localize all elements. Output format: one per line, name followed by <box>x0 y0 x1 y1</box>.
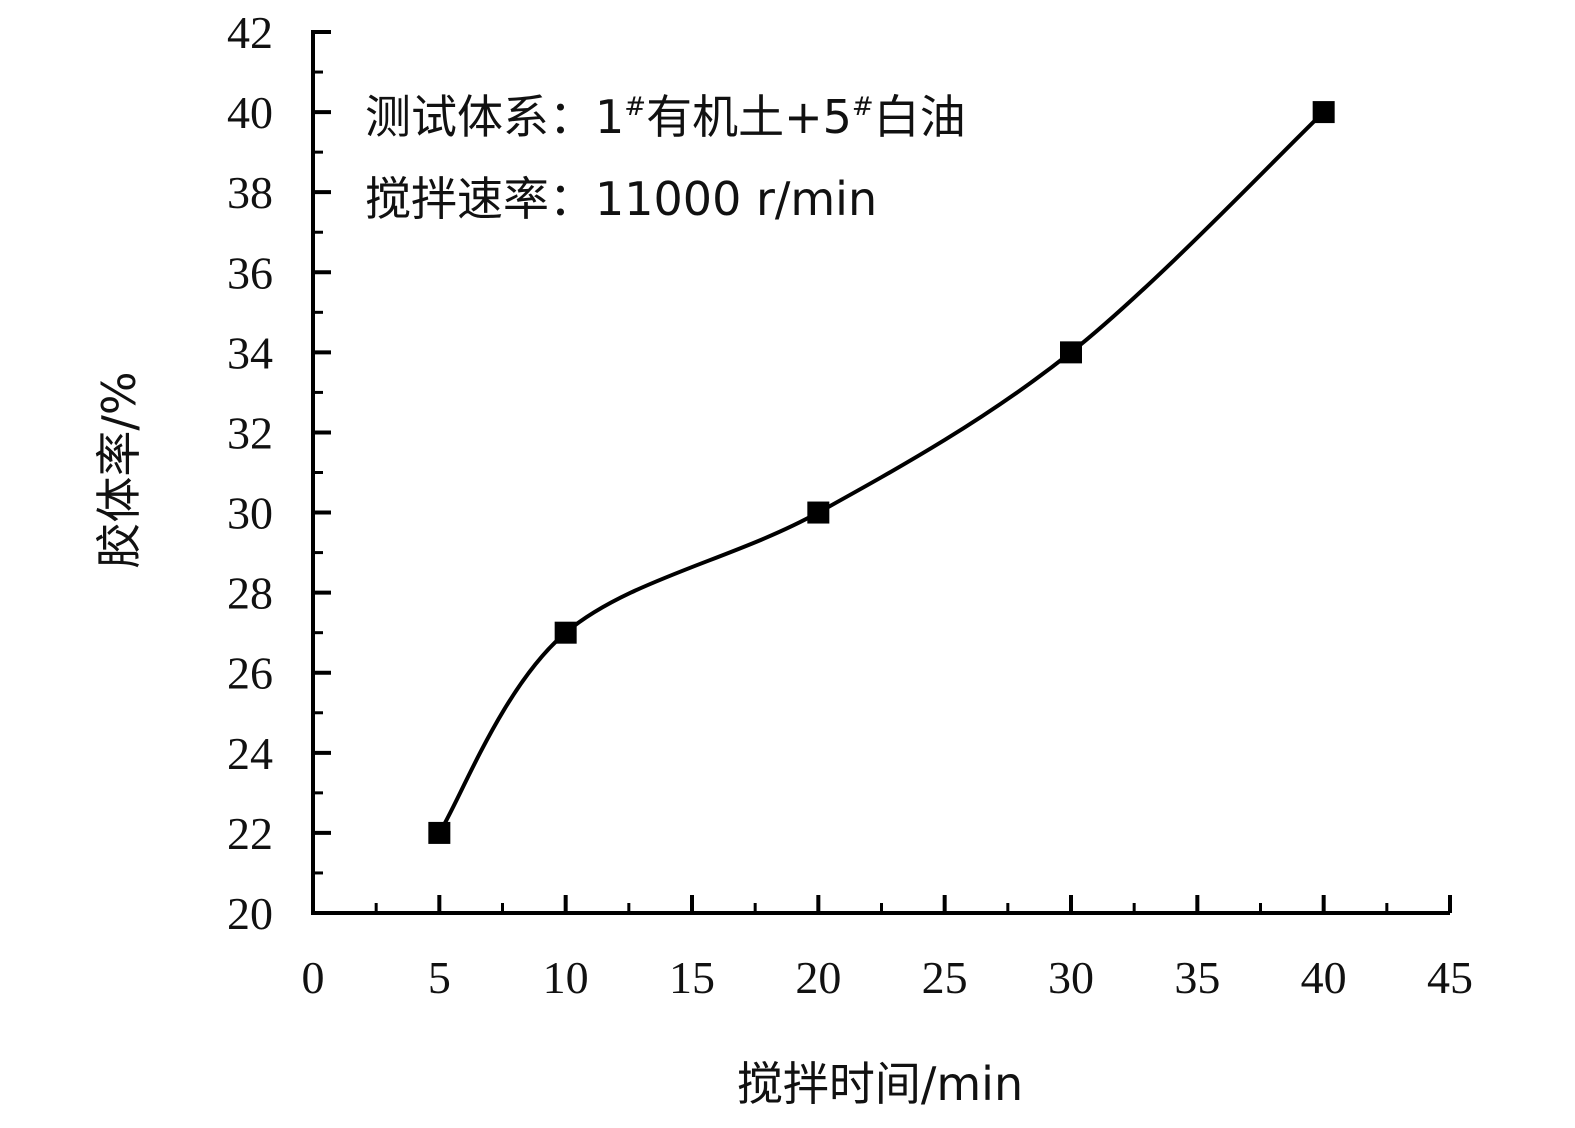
y-axis-ticks: 20 22 24 26 28 30 32 34 36 38 40 42 <box>227 7 331 939</box>
x-tick-label: 30 <box>1048 952 1094 1003</box>
y-tick-label: 32 <box>227 407 273 458</box>
data-point-marker <box>1312 101 1335 124</box>
data-point-marker <box>1060 341 1082 364</box>
plot-area <box>428 101 1335 844</box>
annotation-sup-1: # <box>624 92 646 122</box>
series-curve <box>437 110 1326 834</box>
x-tick-label: 20 <box>795 952 841 1003</box>
annotation-test-system: 测试体系：1#有机土+5#白油 <box>365 90 966 144</box>
x-tick-label: 45 <box>1427 952 1473 1003</box>
annotation-line1-mid: 有机土+5 <box>646 90 852 144</box>
data-point-marker <box>554 621 577 644</box>
y-tick-label: 42 <box>227 7 273 58</box>
x-axis-title: 搅拌时间/min <box>737 1057 1023 1111</box>
annotation-line1-suffix: 白油 <box>874 90 966 144</box>
y-tick-label: 28 <box>227 568 273 619</box>
y-tick-label: 36 <box>227 247 273 298</box>
x-tick-label: 40 <box>1301 952 1347 1003</box>
y-tick-label: 34 <box>227 327 273 378</box>
y-tick-label: 38 <box>227 167 273 218</box>
annotation-line1-prefix: 测试体系：1 <box>365 90 624 144</box>
x-axis-ticks: 0 5 10 15 20 25 30 35 40 45 <box>302 895 1473 1003</box>
annotation-stir-rate: 搅拌速率：11000 r/min <box>365 172 877 226</box>
data-point-marker <box>428 821 451 844</box>
x-tick-label: 10 <box>543 952 589 1003</box>
y-tick-label: 20 <box>227 888 273 939</box>
axes <box>311 30 1450 915</box>
x-tick-label: 25 <box>922 952 968 1003</box>
x-tick-label: 15 <box>669 952 715 1003</box>
y-tick-label: 24 <box>227 728 273 779</box>
y-tick-label: 40 <box>227 87 273 138</box>
annotation-sup-2: # <box>852 92 874 122</box>
x-tick-label: 0 <box>302 952 325 1003</box>
y-tick-label: 30 <box>227 488 273 539</box>
y-axis-title: 胶体率/% <box>92 371 146 568</box>
data-point-marker <box>807 501 830 524</box>
x-tick-label: 5 <box>428 952 451 1003</box>
y-tick-label: 26 <box>227 648 273 699</box>
x-tick-label: 35 <box>1174 952 1220 1003</box>
y-tick-label: 22 <box>227 808 273 859</box>
